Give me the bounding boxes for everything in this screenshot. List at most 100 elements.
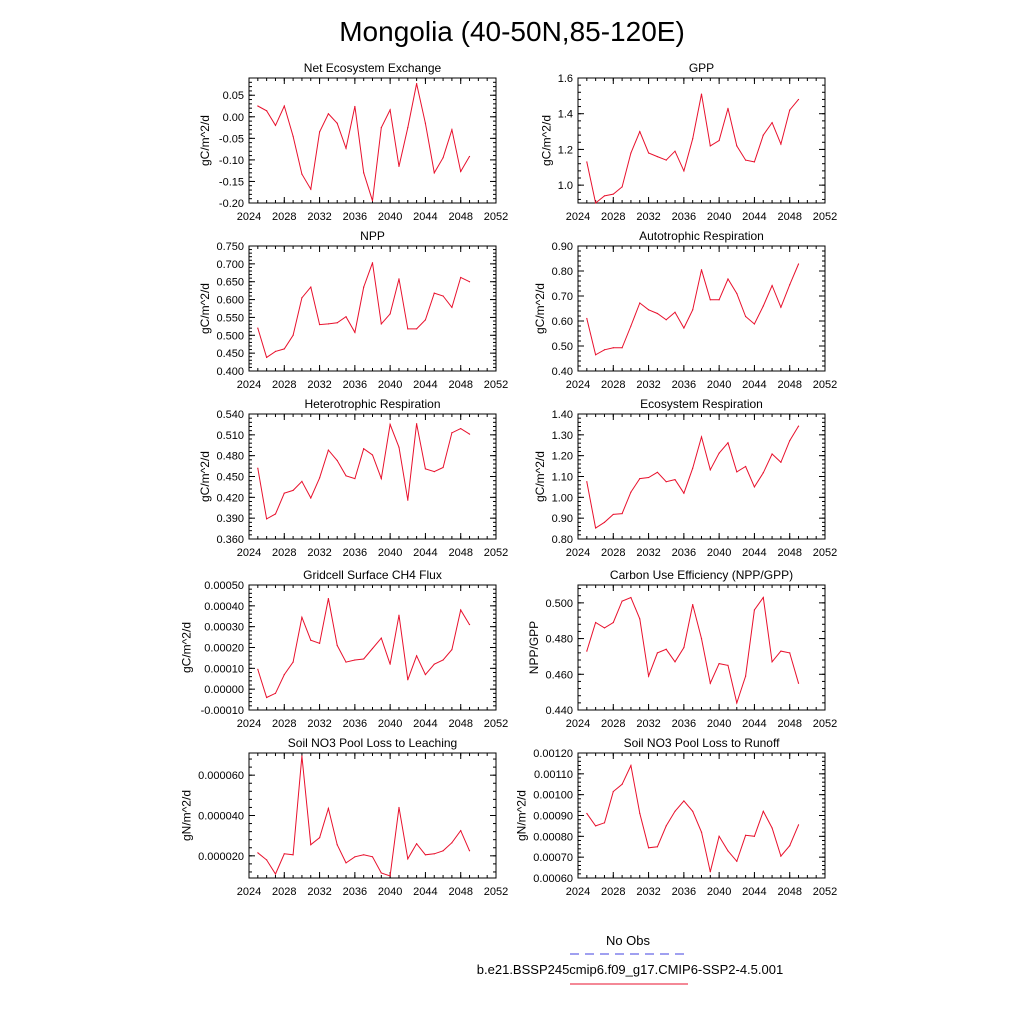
panel-npp-xtick-label: 2040 (378, 379, 402, 391)
panel-ecosystem-respiration-point (692, 467, 694, 469)
panel-net-ecosystem-exchange-point (398, 165, 400, 167)
panel-gridcell-surface-ch4-flux-ytick-label: 0.00010 (204, 663, 244, 675)
panel-soil-no3-pool-loss-to-runoff-ytick-label: 0.00100 (533, 790, 573, 802)
panel-gridcell-surface-ch4-flux-point (301, 616, 303, 618)
panel-heterotrophic-respiration-point (398, 446, 400, 448)
panel-autotrophic-respiration-point (647, 309, 650, 311)
panel-heterotrophic-respiration-xtick-label: 2032 (307, 547, 331, 559)
panel-gridcell-surface-ch4-flux-ytick-label: 0.00020 (204, 643, 244, 655)
panel-carbon-use-efficiency-npp-gpp-point (665, 648, 667, 650)
panel-gridcell-surface-ch4-flux-point (468, 623, 471, 626)
panel-soil-no3-pool-loss-to-leaching-point (327, 807, 329, 810)
panel-gpp-xtick-label: 2040 (707, 211, 731, 223)
panel-soil-no3-pool-loss-to-runoff-point (727, 850, 729, 852)
panel-heterotrophic-respiration-point (310, 497, 312, 499)
panel-net-ecosystem-exchange-point (283, 105, 285, 107)
panel-soil-no3-pool-loss-to-runoff-point (745, 834, 747, 836)
panel-soil-no3-pool-loss-to-runoff-xtick-label: 2052 (813, 886, 837, 898)
panel-soil-no3-pool-loss-to-runoff-point (630, 764, 632, 767)
panel-gpp-xtick-label: 2052 (813, 211, 837, 223)
panel-autotrophic-respiration-point (586, 317, 588, 320)
panel-ecosystem-respiration-point (753, 486, 756, 488)
panel-net-ecosystem-exchange-point (274, 124, 277, 127)
panel-carbon-use-efficiency-npp-gpp-point (718, 662, 720, 665)
panel-net-ecosystem-exchange: Net Ecosystem Exchange 2024 2028 2032 2036 20… (198, 61, 508, 223)
legend-model-label: b.e21.BSSP245cmip6.f09_g17.CMIP6-SSP2-4.… (477, 962, 783, 977)
panel-carbon-use-efficiency-npp-gpp-point (797, 682, 800, 684)
panel-npp-point (345, 316, 347, 318)
panel-autotrophic-respiration-point (639, 302, 641, 304)
panel-npp-point (266, 356, 268, 359)
panel-gridcell-surface-ch4-flux-ytick-label: 0.00050 (204, 580, 244, 592)
panel-carbon-use-efficiency-npp-gpp-frame (577, 584, 826, 711)
panel-soil-no3-pool-loss-to-leaching-point (318, 837, 321, 839)
panel-heterotrophic-respiration-point (416, 423, 418, 425)
panel-gpp-xtick-label: 2024 (566, 211, 590, 223)
panel-heterotrophic-respiration-point (380, 477, 382, 480)
panel-soil-no3-pool-loss-to-runoff-ytick-label: 0.00080 (533, 831, 573, 843)
panel-autotrophic-respiration-xtick-label: 2040 (707, 379, 731, 391)
panel-npp-point (398, 278, 400, 280)
panel-soil-no3-pool-loss-to-runoff-point (665, 825, 667, 827)
panel-npp-series-line (257, 262, 470, 359)
panel-net-ecosystem-exchange-xtick-label: 2028 (272, 211, 296, 223)
panel-gpp-point (797, 98, 800, 101)
panel-npp-ytick-label: 0.550 (216, 312, 244, 324)
panel-gpp-point (736, 145, 738, 147)
panel-net-ecosystem-exchange-xtick-label: 2036 (343, 211, 367, 223)
panel-net-ecosystem-exchange-point (416, 83, 418, 85)
panel-autotrophic-respiration-ytick-label: 0.90 (552, 241, 573, 253)
panel-net-ecosystem-exchange-point (460, 170, 462, 173)
panel-heterotrophic-respiration-point (266, 518, 268, 520)
panel-soil-no3-pool-loss-to-runoff-point (762, 810, 764, 812)
panel-ecosystem-respiration-series-line (586, 425, 799, 529)
panel-gpp-xtick-label: 2036 (672, 211, 696, 223)
panel-autotrophic-respiration-ytick-label: 0.80 (552, 266, 573, 278)
panel-heterotrophic-respiration-point (292, 489, 294, 491)
panel-heterotrophic-respiration-point (274, 513, 277, 515)
panel-gridcell-surface-ch4-flux-point (433, 663, 435, 665)
panel-heterotrophic-respiration-xtick-label: 2044 (413, 547, 437, 559)
panel-soil-no3-pool-loss-to-runoff-title: Soil NO3 Pool Loss to Runoff (624, 736, 781, 750)
panel-npp-point (380, 323, 382, 325)
legend: No Obs b.e21.BSSP245cmip6.f09_g17.CMIP6-… (477, 933, 783, 985)
panel-soil-no3-pool-loss-to-leaching-frame (248, 752, 497, 879)
panel-carbon-use-efficiency-npp-gpp-point (709, 682, 711, 684)
panel-gpp-ylabel: gC/m^2/d (539, 115, 553, 166)
panel-heterotrophic-respiration-point (468, 433, 471, 435)
panel-gridcell-surface-ch4-flux-xtick-label: 2052 (484, 718, 508, 730)
panel-gridcell-surface-ch4-flux-point (407, 679, 409, 681)
panel-heterotrophic-respiration-ytick-label: 0.540 (216, 409, 244, 421)
panel-heterotrophic-respiration-xtick-label: 2052 (484, 547, 508, 559)
panel-npp-point (327, 323, 329, 325)
panel-carbon-use-efficiency-npp-gpp-xtick-label: 2024 (566, 718, 590, 730)
panel-soil-no3-pool-loss-to-leaching-point (301, 755, 303, 757)
panel-npp-xtick-label: 2036 (343, 379, 367, 391)
panel-gpp-point (612, 193, 614, 195)
panel-ecosystem-respiration-point (709, 469, 711, 471)
panel-soil-no3-pool-loss-to-runoff-point (736, 860, 738, 862)
panel-soil-no3-pool-loss-to-runoff-point (771, 827, 773, 829)
panel-ecosystem-respiration-point (621, 512, 623, 515)
panel-soil-no3-pool-loss-to-runoff-ytick-label: 0.00090 (533, 811, 573, 823)
panel-gpp-point (595, 202, 597, 204)
panel-gridcell-surface-ch4-flux-ytick-label: 0.00000 (204, 684, 244, 696)
panel-ecosystem-respiration-xtick-label: 2044 (742, 547, 766, 559)
panel-soil-no3-pool-loss-to-runoff-point (789, 845, 791, 847)
panel-ecosystem-respiration: Ecosystem Respiration 2024 2028 2032 2036 204… (533, 397, 837, 559)
panel-soil-no3-pool-loss-to-leaching-xtick-label: 2036 (343, 886, 367, 898)
panel-soil-no3-pool-loss-to-leaching-title: Soil NO3 Pool Loss to Leaching (288, 736, 457, 750)
panel-gridcell-surface-ch4-flux-point (380, 637, 382, 639)
panel-net-ecosystem-exchange-point (433, 172, 435, 174)
panel-soil-no3-pool-loss-to-leaching-point (407, 858, 409, 860)
panel-npp: NPP 2024 2028 2032 2036 2040 2044 2048 2052 0.400… (198, 229, 508, 391)
panel-soil-no3-pool-loss-to-leaching-series-line (257, 755, 470, 877)
panel-heterotrophic-respiration-point (424, 468, 427, 470)
panel-ecosystem-respiration-ylabel: gC/m^2/d (533, 451, 547, 502)
panel-npp-xtick-label: 2048 (448, 379, 472, 391)
panel-carbon-use-efficiency-npp-gpp-xtick-label: 2036 (672, 718, 696, 730)
panel-soil-no3-pool-loss-to-runoff-point (709, 871, 711, 873)
panel-autotrophic-respiration-point (692, 309, 694, 311)
panel-autotrophic-respiration-xtick-label: 2052 (813, 379, 837, 391)
panel-carbon-use-efficiency-npp-gpp-point (753, 609, 756, 611)
